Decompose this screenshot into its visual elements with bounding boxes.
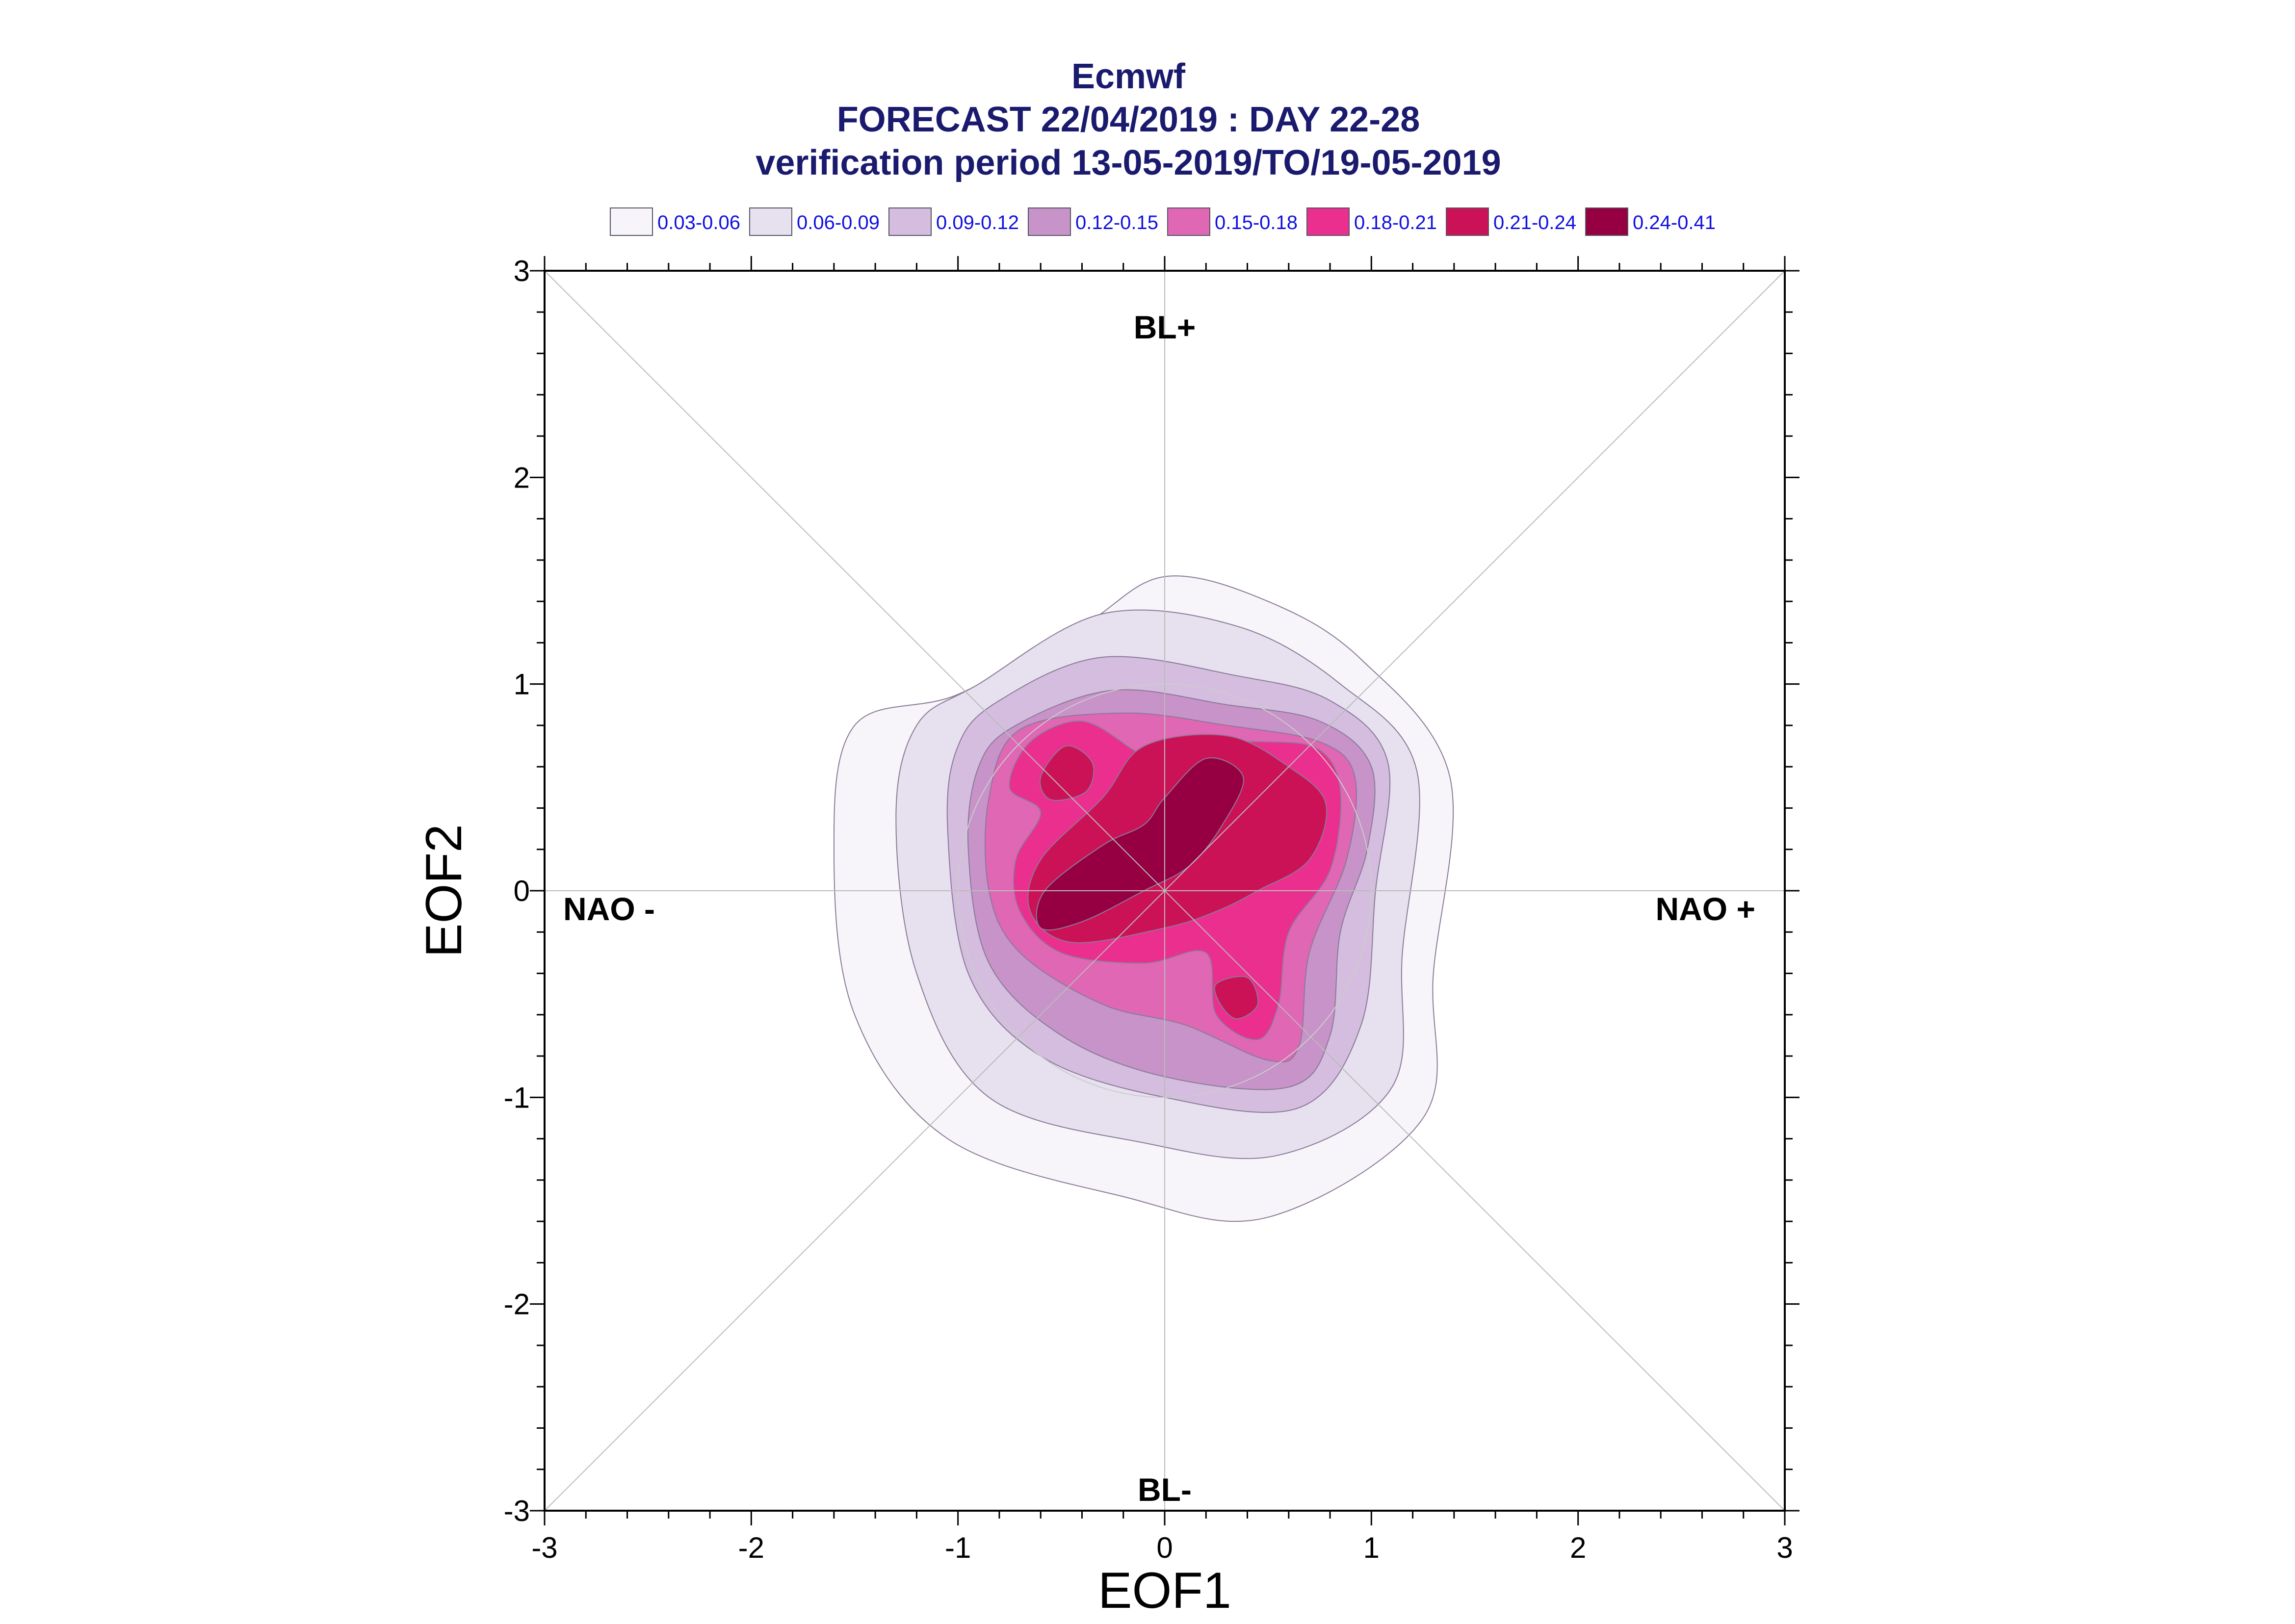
regime-label-left: NAO -	[563, 891, 655, 927]
x-tick-label: -3	[531, 1531, 557, 1564]
density-contour	[1214, 976, 1259, 1020]
title-line-2: FORECAST 22/04/2019 : DAY 22-28	[837, 100, 1420, 139]
density-contour	[1040, 745, 1095, 801]
x-tick-label: -2	[738, 1531, 764, 1564]
x-tick-label: 2	[1570, 1531, 1586, 1564]
title-line-3: verification period 13-05-2019/TO/19-05-…	[756, 143, 1501, 182]
density-contours	[833, 575, 1454, 1222]
axis-ticks: -3 -2 -1 0 1 2 3 -3 -2 -1 0 1 2 3	[504, 255, 1799, 1564]
regime-label-top: BL+	[1134, 309, 1196, 345]
legend-swatch	[888, 207, 932, 236]
y-tick-label: 1	[514, 668, 530, 701]
legend-label: 0.12-0.15	[1075, 212, 1158, 233]
unit-circle	[957, 683, 1372, 1098]
x-tick-label: -1	[945, 1531, 971, 1564]
x-tick-label: 1	[1363, 1531, 1380, 1564]
legend-label: 0.06-0.09	[797, 212, 880, 233]
legend: 0.03-0.06 0.06-0.09 0.09-0.12 0.12-0.15 0.15…	[610, 207, 1716, 236]
x-tick-label: 0	[1156, 1531, 1173, 1564]
guide-lines	[544, 270, 1785, 1511]
legend-label: 0.24-0.41	[1633, 212, 1716, 233]
x-tick-label: 3	[1776, 1531, 1793, 1564]
legend-label: 0.21-0.24	[1493, 212, 1576, 233]
legend-swatch	[1306, 207, 1350, 236]
legend-label: 0.15-0.18	[1215, 212, 1298, 233]
legend-swatch	[610, 207, 653, 236]
diagonal-line	[544, 270, 1785, 1511]
regime-label-right: NAO +	[1655, 891, 1755, 927]
title-line-1: Ecmwf	[1071, 57, 1186, 96]
regime-label-bottom: BL-	[1138, 1471, 1192, 1508]
legend-label: 0.18-0.21	[1354, 212, 1437, 233]
legend-swatch	[1446, 207, 1489, 236]
chart-titles: Ecmwf FORECAST 22/04/2019 : DAY 22-28 ve…	[756, 57, 1501, 182]
legend-swatch	[1028, 207, 1071, 236]
legend-label: 0.03-0.06	[657, 212, 740, 233]
legend-label: 0.09-0.12	[936, 212, 1019, 233]
plot-area: -3 -2 -1 0 1 2 3 -3 -2 -1 0 1 2 3	[504, 255, 1799, 1564]
y-tick-label: -2	[504, 1288, 530, 1321]
y-tick-label: 0	[514, 875, 530, 907]
y-tick-label: -3	[504, 1495, 530, 1527]
legend-swatch	[1585, 207, 1628, 236]
y-tick-label: -1	[504, 1081, 530, 1114]
x-axis-title: EOF1	[1098, 1562, 1231, 1619]
y-tick-label: 2	[514, 461, 530, 494]
y-axis-title: EOF2	[416, 824, 472, 957]
y-tick-label: 3	[514, 255, 530, 287]
legend-swatch	[749, 207, 792, 236]
legend-swatch	[1167, 207, 1210, 236]
